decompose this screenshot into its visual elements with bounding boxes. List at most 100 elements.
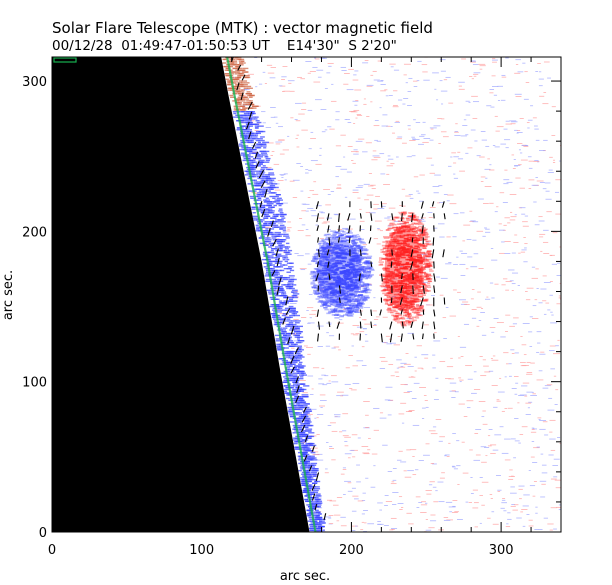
vector-tick [338, 213, 340, 223]
vector-tick [370, 309, 373, 317]
vector-tick [260, 180, 266, 189]
vector-tick [276, 257, 280, 267]
vector-tick [433, 285, 436, 293]
vector-tick [247, 101, 253, 110]
vector-tick [410, 321, 414, 328]
vector-tick [380, 333, 383, 343]
vector-tick [370, 213, 373, 221]
vector-tick [431, 201, 435, 207]
vector-tick [258, 169, 265, 179]
vector-tick [245, 121, 250, 130]
vector-tick [370, 321, 373, 328]
plot-area [52, 57, 561, 532]
vector-tick [338, 225, 340, 232]
vector-tick [368, 237, 372, 244]
vector-tick [276, 286, 280, 296]
vector-tick [315, 201, 320, 210]
vector-tick [317, 333, 320, 342]
vector-tick [301, 415, 307, 423]
vector-tick [337, 237, 340, 243]
vector-tick [391, 249, 393, 256]
vector-tick [400, 309, 403, 315]
vector-tick [410, 261, 414, 270]
vector-tick [312, 493, 316, 501]
vector-tick [421, 225, 424, 234]
vector-tick [380, 273, 383, 282]
vector-tick [236, 82, 240, 91]
chart-title: Solar Flare Telescope (MTK) : vector mag… [52, 19, 433, 37]
vector-tick [328, 321, 331, 328]
vector-tick [248, 131, 252, 140]
vector-tick [389, 333, 393, 343]
vector-tick [389, 321, 393, 330]
vector-tick [275, 248, 279, 257]
negative-spot-core [316, 239, 362, 308]
vector-tick [399, 297, 403, 305]
limb-highlight [226, 57, 317, 532]
x-tick-label: 0 [48, 543, 56, 558]
x-axis-label: arc sec. [280, 569, 330, 584]
vector-tick [272, 239, 277, 247]
vector-tick [296, 385, 300, 394]
vector-tick [316, 213, 320, 223]
vector-tick [391, 213, 394, 220]
vector-tick [359, 309, 362, 316]
vector-tick [358, 273, 361, 282]
vector-tick [359, 213, 362, 219]
vector-tick [433, 273, 436, 282]
vector-tick [282, 317, 286, 325]
vector-tick [327, 225, 330, 233]
vector-tick [287, 337, 291, 345]
vector-tick [290, 325, 295, 335]
vector-tick [401, 273, 403, 280]
vector-tick [303, 406, 307, 413]
vector-tick [290, 366, 295, 374]
vector-tick [317, 249, 320, 258]
vector-tick [315, 273, 319, 282]
vector-tick [379, 309, 382, 316]
vector-tick [412, 285, 414, 295]
y-tick-label: 200 [22, 225, 47, 240]
vector-tick [248, 111, 253, 120]
vector-tick [285, 308, 291, 316]
axes: 0 100 200 300 0 100 200 300 [22, 57, 562, 558]
vector-tick [271, 270, 276, 276]
plot-frame [51, 56, 562, 533]
y-tick-label: 0 [39, 526, 47, 541]
vector-tick [348, 237, 351, 244]
vector-tick [270, 220, 274, 228]
vector-tick [304, 435, 309, 442]
vector-tick [400, 213, 403, 222]
chart-subtitle: 00/12/28 01:49:47-01:50:53 UT E14'30" S … [52, 38, 397, 54]
vector-tick [317, 237, 320, 243]
vector-tick [336, 321, 340, 329]
y-tick-label: 100 [22, 376, 47, 391]
vector-tick [303, 454, 308, 462]
vector-tick [328, 273, 331, 281]
vector-tick [290, 355, 295, 364]
vector-tick [308, 465, 313, 472]
vector-tick [420, 201, 424, 209]
vector-tick [359, 249, 362, 256]
vector-tick [441, 201, 445, 208]
vector-tick [338, 297, 341, 304]
vector-tick [421, 321, 424, 330]
vector-tick [295, 376, 299, 384]
vector-tick [264, 189, 268, 198]
vector-tick [411, 237, 414, 243]
vector-tick [348, 225, 351, 234]
y-tick-label: 300 [22, 75, 47, 90]
vector-tick [442, 249, 445, 258]
positive-spot [378, 211, 435, 327]
vector-field [231, 57, 446, 521]
vector-tick [370, 261, 373, 267]
vector-tick [316, 225, 320, 231]
vector-tick [400, 333, 403, 342]
x-tick-label: 300 [489, 543, 514, 558]
vector-tick [327, 261, 330, 268]
vector-tick [421, 333, 424, 340]
vector-tick [401, 321, 404, 329]
vector-tick [338, 285, 341, 294]
vector-tick [326, 213, 330, 221]
